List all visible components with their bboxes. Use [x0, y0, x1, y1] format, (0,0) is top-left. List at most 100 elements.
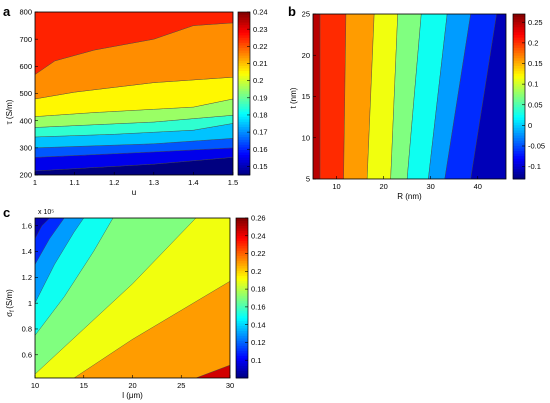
colorbar-segment	[236, 333, 248, 336]
colorbar-segment	[238, 139, 250, 143]
colorbar-segment	[238, 80, 250, 84]
colorbar-segment	[238, 75, 250, 79]
colorbar-segment	[238, 83, 250, 87]
y-tick-label: 0.6	[22, 350, 32, 359]
x-tick-label: 1.4	[188, 178, 198, 187]
colorbar-tick-label: 0.24	[253, 8, 268, 17]
colorbar-segment	[238, 144, 250, 148]
colorbar-segment	[236, 225, 248, 229]
x-axis-label: R (nm)	[397, 192, 422, 201]
x-tick-label: 15	[80, 381, 88, 390]
colorbar-segment	[238, 62, 250, 66]
colorbar-segment	[238, 65, 250, 69]
colorbar-segment	[236, 375, 248, 379]
colorbar-segment	[238, 52, 250, 56]
colorbar-tick-label: 0.17	[253, 128, 268, 137]
colorbar-segment	[236, 223, 248, 226]
panel-b: 10 20 30 40 5 10 15 20 25 R (nm) t (nm) 0.25 0.2 0.15…	[288, 4, 545, 201]
colorbar-segment	[513, 114, 525, 118]
colorbar-segment	[238, 108, 250, 112]
colorbar-segment	[238, 113, 250, 117]
colorbar-segment	[513, 50, 525, 54]
colorbar-segment	[236, 300, 248, 304]
colorbar-segment	[238, 88, 250, 92]
colorbar-segment	[238, 90, 250, 94]
colorbar-segment	[513, 57, 525, 61]
contour-bands	[35, 218, 230, 378]
panel-a: 1 1.1 1.2 1.3 1.4 1.5 200 300 400 500 600 700 800 u τ …	[3, 4, 268, 197]
colorbar-segment	[513, 171, 525, 175]
colorbar-segment	[238, 27, 250, 31]
colorbar-segment	[238, 78, 250, 82]
colorbar-segment	[236, 263, 248, 266]
y-tick-label: 600	[19, 62, 32, 71]
colorbar-segment	[236, 340, 248, 344]
contour-band	[343, 14, 375, 179]
x-tick-label: 20	[379, 182, 387, 191]
colorbar-segment	[513, 86, 525, 90]
colorbar-segment	[513, 78, 525, 82]
colorbar-segment	[238, 134, 250, 138]
colorbar-segment	[238, 152, 250, 156]
colorbar-segment	[236, 358, 248, 361]
colorbar-segment	[238, 118, 250, 122]
y-tick-label: 500	[19, 89, 32, 98]
colorbar-segment	[236, 288, 248, 291]
colorbar-segment	[236, 295, 248, 299]
contour-bands	[313, 14, 506, 179]
colorbar-segment	[238, 96, 250, 99]
colorbar-tick-label: -0.05	[528, 142, 545, 151]
colorbar-tick-label: 0.1	[528, 80, 538, 89]
colorbar-segment	[236, 308, 248, 311]
colorbar-segment	[238, 60, 250, 64]
y-tick-label: 1	[28, 299, 32, 308]
contour-band	[390, 14, 422, 179]
colorbar-segment	[513, 109, 525, 113]
colorbar-segment	[236, 335, 248, 339]
colorbar-segment	[236, 243, 248, 246]
y-tick-label: 800	[19, 8, 32, 17]
colorbar-segment	[513, 44, 525, 48]
panel-label: c	[3, 205, 10, 220]
colorbar-segment	[513, 101, 525, 105]
colorbar-segment	[236, 268, 248, 271]
colorbar-segment	[513, 68, 525, 72]
y-tick-label: 700	[19, 35, 32, 44]
colorbar-segment	[236, 273, 248, 276]
colorbar-segment	[238, 103, 250, 107]
contour-band	[35, 12, 233, 75]
colorbar-tick-label: -0.1	[528, 162, 541, 171]
colorbar-segment	[513, 70, 525, 74]
colorbar-segment	[513, 14, 525, 17]
colorbar-tick-label: 0.23	[253, 25, 268, 34]
colorbar-segment	[236, 353, 248, 356]
colorbar-segment	[513, 19, 525, 23]
colorbar-segment	[513, 42, 525, 46]
colorbar-segment	[236, 230, 248, 234]
colorbar-tick-label: 0.12	[251, 338, 266, 347]
x-tick-label: 1.3	[149, 178, 159, 187]
colorbar-segment	[236, 253, 248, 256]
colorbar-segment	[236, 310, 248, 314]
colorbar-segment	[513, 75, 525, 79]
colorbar-segment	[236, 260, 248, 264]
colorbar-segment	[238, 24, 250, 28]
colorbar-segment	[236, 265, 248, 269]
contour-bands	[35, 12, 233, 175]
colorbar-segment	[513, 96, 525, 100]
colorbar-segment	[236, 305, 248, 309]
colorbar-segment	[513, 106, 525, 110]
colorbar-tick-label: 0.16	[251, 302, 266, 311]
colorbar-segment	[236, 315, 248, 319]
colorbar-tick-label: 0.14	[251, 320, 266, 329]
colorbar-segment	[236, 373, 248, 376]
colorbar-segment	[236, 248, 248, 251]
y-tick-label: 20	[302, 51, 310, 60]
colorbar-segment	[238, 17, 250, 21]
y-axis-label: t (nm)	[289, 87, 298, 108]
colorbar-segment	[238, 162, 250, 166]
contour-band	[444, 14, 497, 179]
colorbar-segment	[238, 34, 250, 38]
colorbar-segment	[236, 303, 248, 306]
contour-band	[428, 14, 471, 179]
